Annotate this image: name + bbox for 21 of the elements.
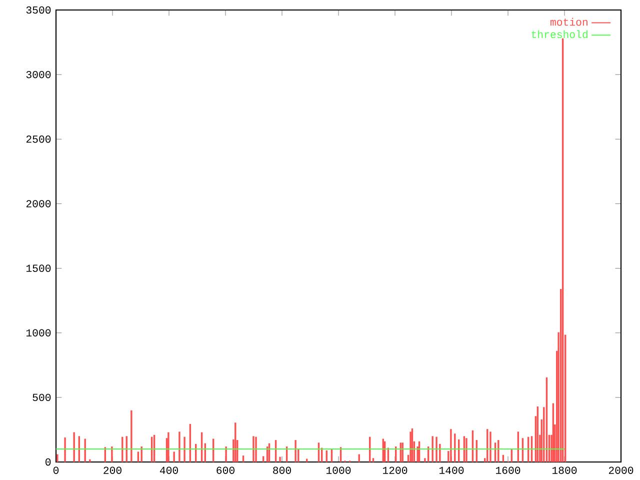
y-tick-label: 3000 bbox=[26, 70, 51, 78]
y-tick-label: 2500 bbox=[26, 136, 51, 143]
y-tick-label: 500 bbox=[32, 394, 51, 402]
x-tick-label: 400 bbox=[160, 466, 178, 474]
y-tick-label: 0 bbox=[46, 458, 51, 466]
y-tick-label: 1500 bbox=[26, 264, 51, 272]
legend-label: motion bbox=[550, 18, 588, 26]
x-tick-label: 1400 bbox=[439, 466, 464, 474]
x-tick-label: 800 bbox=[273, 466, 291, 474]
x-tick-label: 1000 bbox=[326, 466, 351, 474]
x-tick-label: 1600 bbox=[496, 466, 520, 474]
y-tick-label: 2000 bbox=[26, 200, 51, 208]
x-tick-label: 200 bbox=[104, 466, 122, 474]
x-tick-label: 2000 bbox=[608, 466, 634, 474]
y-tick-label: 3500 bbox=[26, 6, 51, 14]
legend-label: threshold bbox=[532, 30, 588, 38]
x-tick-label: 600 bbox=[216, 466, 234, 474]
x-tick-label: 1200 bbox=[382, 466, 408, 474]
x-tick-label: 0 bbox=[53, 466, 59, 474]
x-tick-label: 1800 bbox=[552, 466, 577, 474]
y-tick-label: 1000 bbox=[26, 329, 51, 336]
